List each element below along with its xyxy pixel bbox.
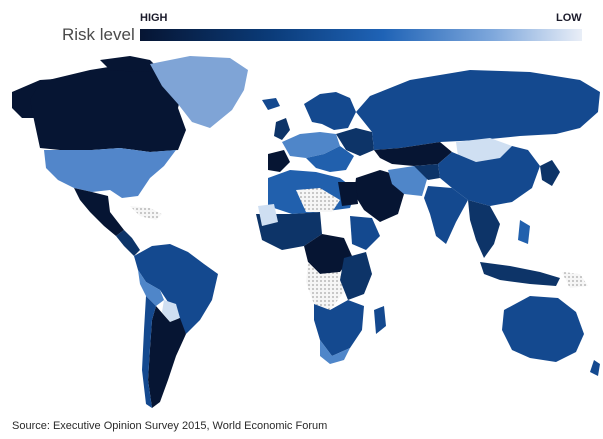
- region-greenland: [150, 56, 248, 128]
- region-south-africa: [320, 340, 350, 364]
- region-central-america: [116, 230, 140, 256]
- legend-gradient-bar: [140, 29, 582, 41]
- region-mali-nodata: [258, 204, 278, 226]
- region-bolivia: [162, 300, 180, 322]
- region-russia: [356, 70, 600, 150]
- region-west-europe: [282, 132, 340, 158]
- region-southeast-asia: [468, 200, 500, 258]
- region-south-america-south: [148, 306, 186, 408]
- region-indonesia: [480, 262, 560, 286]
- region-east-africa: [340, 252, 372, 300]
- region-madagascar: [374, 306, 386, 334]
- region-korea-japan: [540, 160, 560, 186]
- world-risk-map: [12, 56, 600, 408]
- region-png: [562, 272, 588, 288]
- region-canada: [30, 62, 186, 152]
- region-south-america-north: [134, 244, 218, 334]
- region-canada-islands: [100, 56, 160, 72]
- region-kazakhstan: [374, 142, 452, 166]
- region-new-zealand: [590, 360, 600, 376]
- region-china: [438, 146, 540, 206]
- region-mongolia: [456, 138, 512, 162]
- region-scandinavia: [304, 92, 356, 130]
- region-usa: [44, 148, 176, 198]
- region-southern-africa: [314, 300, 364, 356]
- legend-title: Risk level: [62, 25, 135, 44]
- region-iberia: [268, 150, 290, 172]
- source-note: Source: Executive Opinion Survey 2015, W…: [12, 420, 328, 432]
- region-egypt: [338, 182, 358, 206]
- region-central-africa: [304, 234, 352, 274]
- region-ethiopia: [350, 216, 380, 250]
- region-peru: [138, 270, 164, 306]
- region-central-asia: [414, 164, 440, 180]
- region-caribbean: [130, 206, 162, 220]
- region-iran: [388, 166, 428, 196]
- legend-high-label: HIGH: [140, 12, 168, 24]
- region-eastern-europe: [336, 128, 374, 156]
- region-india: [424, 186, 468, 244]
- region-italy-balkans: [306, 146, 354, 172]
- region-mexico: [74, 188, 124, 236]
- region-middle-east: [354, 170, 404, 222]
- region-australia: [502, 296, 584, 362]
- region-sahara-nodata: [296, 188, 340, 212]
- legend-low-label: LOW: [556, 12, 582, 24]
- region-uk: [274, 118, 290, 140]
- region-congo-nodata: [306, 262, 344, 310]
- region-philippines: [518, 220, 530, 244]
- region-chile: [142, 296, 156, 408]
- region-iceland: [262, 98, 280, 110]
